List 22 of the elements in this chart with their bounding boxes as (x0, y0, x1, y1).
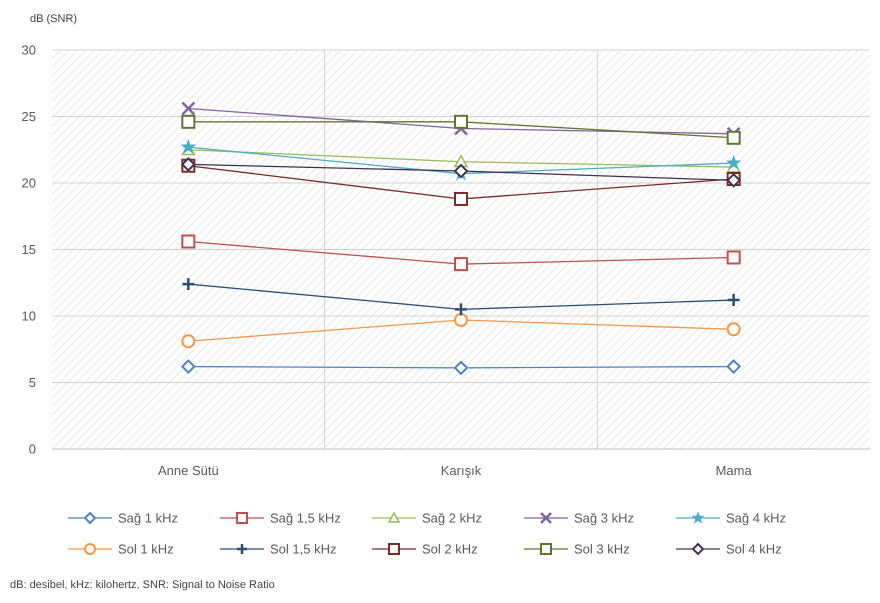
y-tick-label: 0 (28, 442, 36, 457)
x-tick-label: Karışık (440, 463, 482, 478)
x-tick-label: Mama (716, 463, 752, 478)
legend-label: Sağ 1 kHz (118, 510, 178, 526)
y-axis-title: dB (SNR) (30, 13, 78, 25)
legend-label: Sağ 2 kHz (422, 510, 482, 526)
legend-label: Sağ 4 kHz (726, 510, 786, 526)
y-tick-label: 15 (22, 242, 36, 258)
y-tick-label: 20 (22, 176, 36, 191)
legend-label: Sağ 1,5 kHz (270, 510, 341, 526)
legend-label: Sol 4 kHz (726, 542, 782, 557)
y-tick-label: 25 (22, 109, 36, 124)
legend-label: Sol 1,5 kHz (270, 542, 336, 557)
legend-label: Sol 2 kHz (422, 542, 478, 557)
text: dB: desibel, kHz: kilohertz, SNR: Signal to Noise Ratio (10, 579, 275, 591)
y-tick-label: 10 (22, 308, 36, 324)
y-tick-label: 5 (28, 375, 36, 390)
legend-label: Sağ 3 kHz (574, 510, 634, 526)
y-tick-label: 30 (22, 42, 36, 58)
legend-label: Sol 3 kHz (574, 542, 630, 557)
legend-label: Sol 1 kHz (118, 542, 174, 557)
x-tick-label: Anne Sütü (158, 463, 219, 478)
